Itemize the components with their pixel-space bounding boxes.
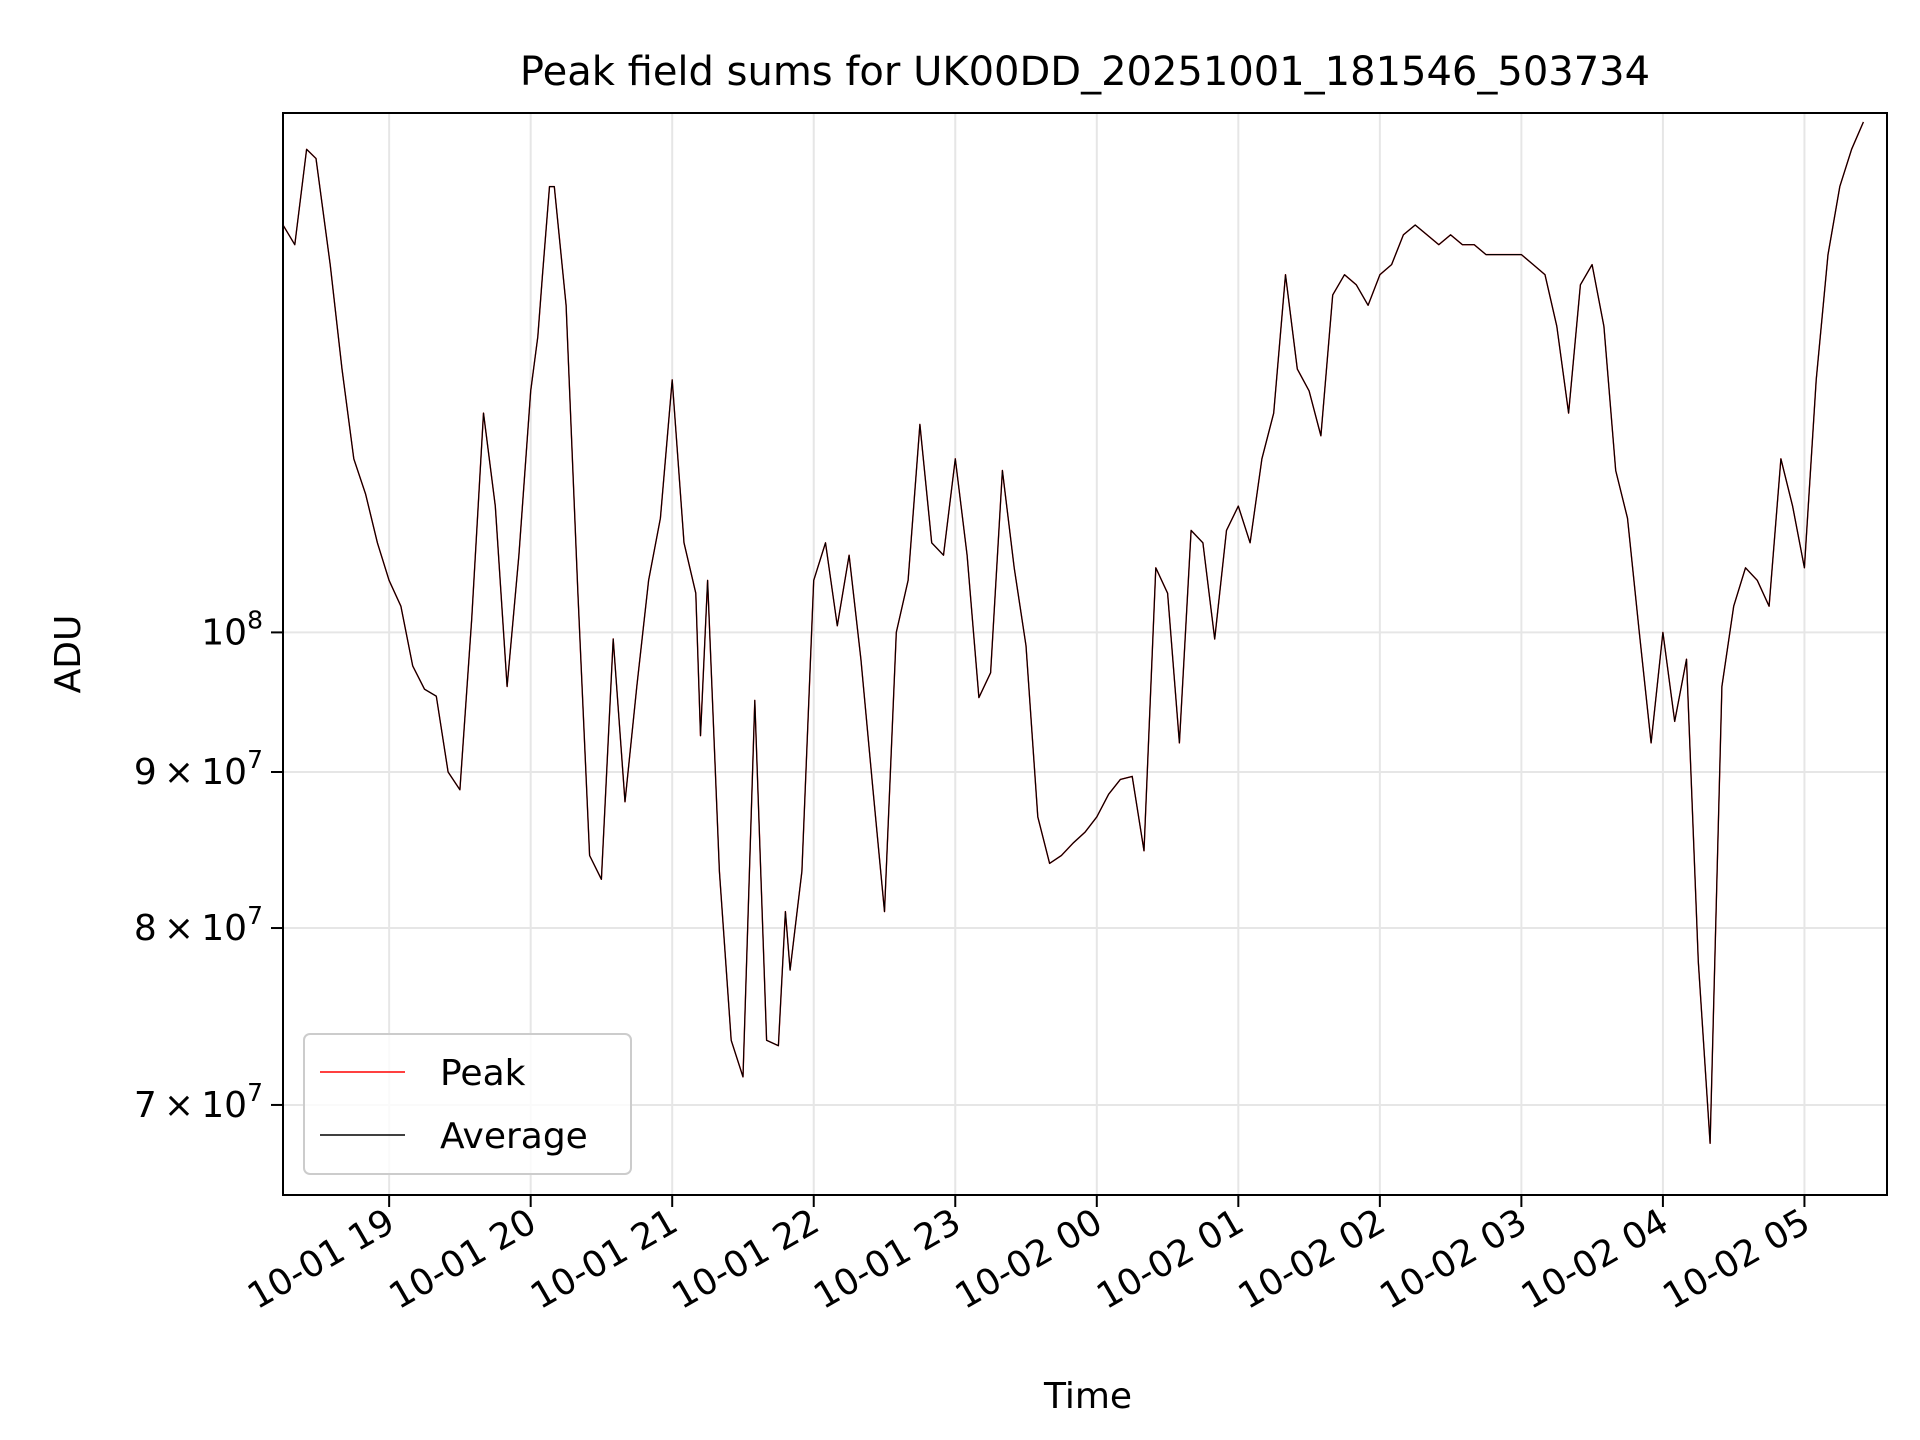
series-layer [283,121,1865,1145]
y-tick-label: 9 × 107 [134,745,263,793]
y-tick-label: 7 × 107 [134,1078,263,1126]
chart-title: Peak field sums for UK00DD_20251001_1815… [520,49,1650,95]
y-axis-ticks: 7 × 107 8 × 107 9 × 107 108 [134,605,283,1126]
plot-frame [282,112,1888,1196]
y-tick-label: 108 [201,605,263,653]
grid [283,113,1887,1195]
legend-box [303,1033,632,1175]
x-axis-label: Time [1043,1376,1132,1417]
series-line-average [283,121,1864,1144]
y-tick-label: 8 × 107 [134,901,263,949]
y-axis-label: ADU [48,615,89,694]
legend-label-peak: Peak [440,1053,526,1094]
legend-label-average: Average [440,1116,588,1157]
legend: Peak Average [303,1033,632,1175]
